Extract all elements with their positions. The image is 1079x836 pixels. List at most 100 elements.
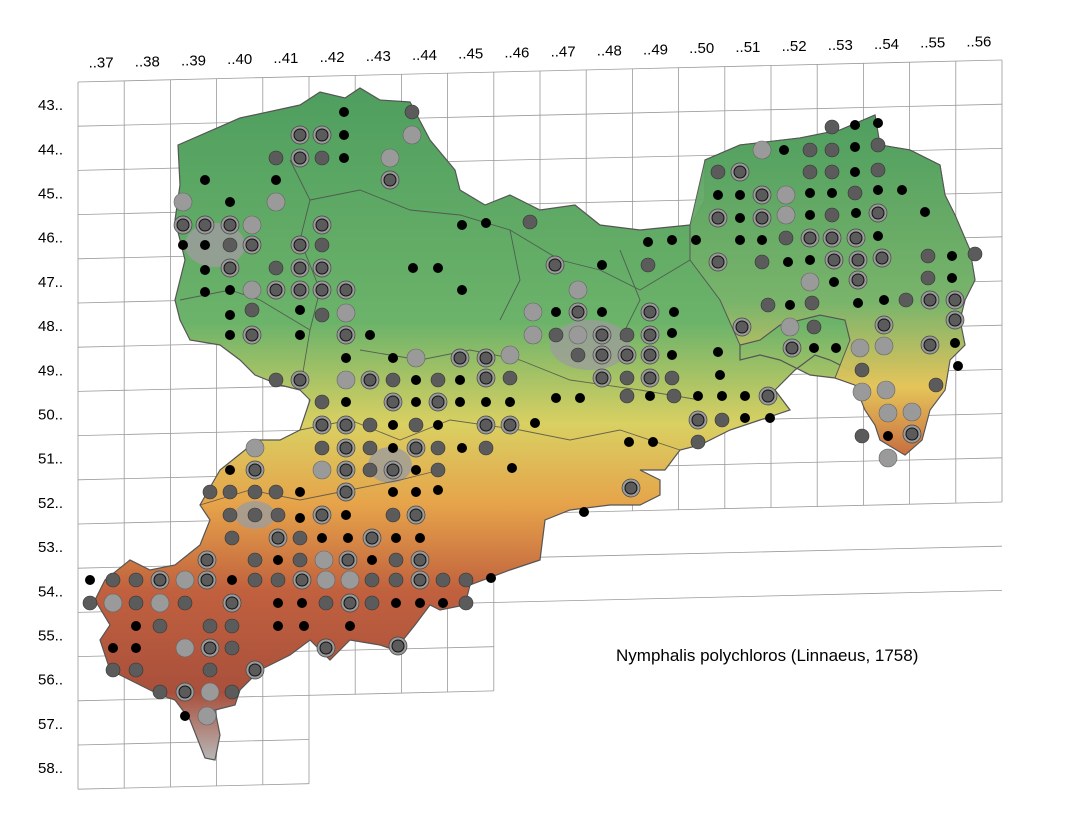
marker-black [227, 575, 237, 585]
marker-black [411, 465, 421, 475]
marker-black [505, 397, 515, 407]
column-label: ..45 [458, 46, 483, 63]
marker-black [225, 197, 235, 207]
marker-ringed-inner [479, 371, 493, 385]
marker-dark-grey [105, 662, 121, 678]
marker-dark-grey [430, 440, 446, 456]
marker-dark-grey [364, 572, 380, 588]
marker-light-grey [200, 682, 220, 702]
marker-ringed-inner [223, 218, 237, 232]
marker-black [765, 413, 775, 423]
marker-black [200, 265, 210, 275]
marker-dark-grey [270, 507, 286, 523]
marker-black [873, 185, 883, 195]
marker-ringed-inner [413, 553, 427, 567]
marker-black [341, 353, 351, 363]
marker-ringed-inner [825, 231, 839, 245]
row-label: 58.. [38, 760, 63, 777]
marker-ringed-inner [339, 328, 353, 342]
marker-dark-grey [247, 484, 263, 500]
marker-black [947, 251, 957, 261]
marker-black [785, 300, 795, 310]
marker-ringed-inner [711, 211, 725, 225]
marker-black [455, 397, 465, 407]
marker-dark-grey [458, 572, 474, 588]
marker-ringed-inner [755, 188, 769, 202]
marker-dark-grey [619, 370, 635, 386]
marker-dark-grey [710, 164, 726, 180]
marker-light-grey [380, 148, 400, 168]
marker-black [200, 287, 210, 297]
marker-ringed-inner [223, 261, 237, 275]
marker-dark-grey [362, 462, 378, 478]
marker-black [455, 375, 465, 385]
marker-dark-grey [619, 327, 635, 343]
marker-black [391, 598, 401, 608]
marker-ringed-inner [293, 238, 307, 252]
marker-ringed-inner [948, 293, 962, 307]
row-label: 50.. [38, 407, 63, 424]
marker-dark-grey [458, 595, 474, 611]
marker-dark-grey [435, 572, 451, 588]
marker-ringed-inner [383, 173, 397, 187]
marker-light-grey [776, 205, 796, 225]
marker-light-grey [197, 706, 217, 726]
marker-ringed-inner [248, 463, 262, 477]
marker-black [551, 393, 561, 403]
column-label: ..43 [366, 48, 391, 65]
marker-ringed-inner [269, 283, 283, 297]
row-label: 45.. [38, 186, 63, 203]
marker-ringed-inner [851, 273, 865, 287]
marker-dark-grey [268, 150, 284, 166]
marker-black [575, 393, 585, 403]
marker-ringed-inner [245, 238, 259, 252]
marker-dark-grey [105, 572, 121, 588]
marker-black [297, 598, 307, 608]
marker-dark-grey [666, 388, 682, 404]
marker-ringed-inner [176, 218, 190, 232]
marker-black [341, 510, 351, 520]
marker-dark-grey [404, 104, 420, 120]
marker-black [486, 573, 496, 583]
marker-ringed-inner [248, 663, 262, 677]
marker-dark-grey [804, 295, 820, 311]
marker-dark-grey [824, 142, 840, 158]
marker-ringed-inner [877, 318, 891, 332]
column-label: ..56 [966, 34, 991, 51]
marker-black [530, 418, 540, 428]
marker-ringed-inner [271, 531, 285, 545]
marker-ringed-inner [198, 218, 212, 232]
row-label: 56.. [38, 672, 63, 689]
marker-ringed-inner [755, 211, 769, 225]
marker-light-grey [245, 438, 265, 458]
marker-black [131, 621, 141, 631]
marker-black [597, 307, 607, 317]
marker-dark-grey [314, 150, 330, 166]
marker-black [953, 361, 963, 371]
marker-dark-grey [314, 440, 330, 456]
marker-dark-grey [362, 417, 378, 433]
marker-ringed-inner [409, 441, 423, 455]
marker-black [411, 397, 421, 407]
row-label: 47.. [38, 274, 63, 291]
marker-black [507, 463, 517, 473]
marker-dark-grey [430, 462, 446, 478]
marker-dark-grey [202, 618, 218, 634]
column-labels: ..37 ..38 ..39 ..40 ..41 ..42 ..43 ..44 ..45 ..46… [89, 34, 992, 72]
marker-dark-grey [408, 417, 424, 433]
grid-row-line [77, 783, 310, 790]
marker-black [850, 120, 860, 130]
marker-black [897, 185, 907, 195]
column-label: ..50 [689, 40, 714, 57]
marker-black [850, 142, 860, 152]
marker-dark-grey [247, 507, 263, 523]
marker-ringed-inner [315, 418, 329, 432]
marker-ringed-inner [315, 128, 329, 142]
marker-black [411, 487, 421, 497]
marker-ringed-inner [178, 685, 192, 699]
marker-black [273, 621, 283, 631]
marker-dark-grey [806, 319, 822, 335]
marker-ringed-inner [363, 373, 377, 387]
marker-ringed-inner [319, 641, 333, 655]
marker-dark-grey [388, 572, 404, 588]
